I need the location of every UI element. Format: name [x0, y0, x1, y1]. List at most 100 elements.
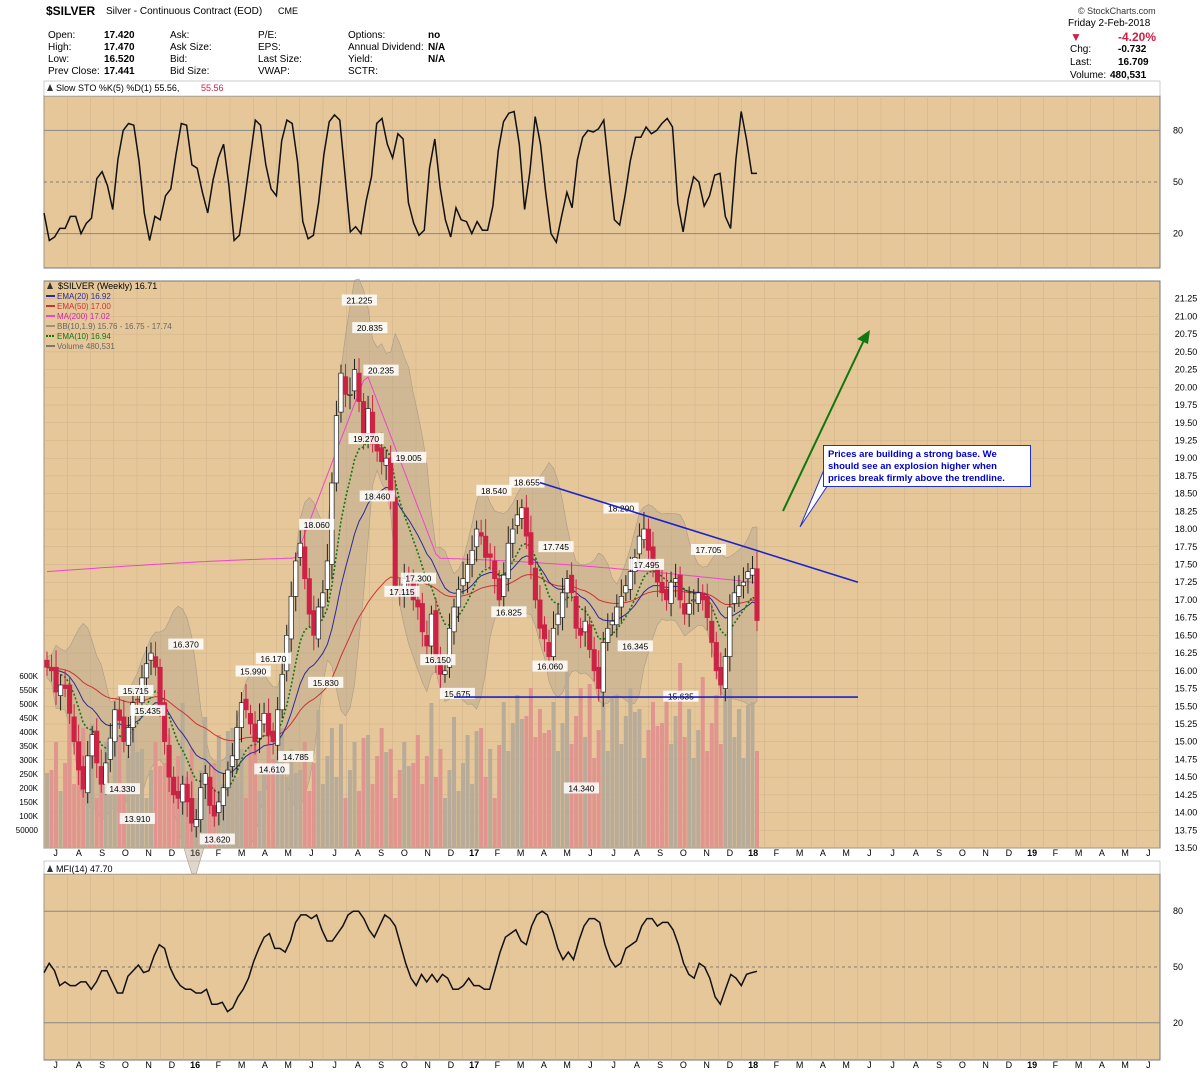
- x-tick-label: O: [401, 848, 408, 858]
- x-tick-label: 16: [190, 1060, 200, 1070]
- volume-bar: [379, 728, 384, 848]
- ema10-line: [46, 439, 758, 794]
- candle-body: [225, 769, 231, 789]
- volume-bar: [601, 702, 606, 848]
- volume-bar: [709, 723, 714, 848]
- x-tick-label: J: [332, 848, 337, 858]
- candle-body: [361, 401, 367, 438]
- volume-bar: [433, 777, 438, 848]
- price-label-bg: [384, 585, 420, 597]
- price-label: 15.830: [313, 678, 339, 688]
- candle-body: [754, 568, 760, 621]
- candle-body: [320, 592, 326, 608]
- candle-body: [550, 627, 557, 657]
- x-tick-label: M: [796, 1060, 804, 1070]
- y-tick-label: 16.25: [1175, 648, 1198, 658]
- candle-body: [351, 369, 358, 392]
- price-label: 15.715: [123, 686, 149, 696]
- price-label: 13.910: [124, 814, 150, 824]
- x-tick-label: J: [1146, 848, 1151, 858]
- x-tick-label: 16: [190, 848, 200, 858]
- candle-body: [67, 684, 73, 714]
- field-label: Annual Dividend:: [348, 42, 424, 53]
- price-label: 17.495: [633, 560, 659, 570]
- y-tick-label: 15.00: [1175, 737, 1198, 747]
- candle-body: [229, 755, 235, 767]
- x-tick-label: A: [76, 1060, 82, 1070]
- x-tick-label: A: [820, 848, 826, 858]
- volume-bar: [262, 763, 267, 848]
- price-label-bg: [509, 476, 545, 488]
- x-tick-label: 17: [469, 1060, 479, 1070]
- volume-bar: [660, 723, 665, 848]
- volume-bar: [673, 716, 678, 848]
- x-tick-label: 18: [748, 848, 758, 858]
- stochastic-title-value: 55.56: [201, 83, 224, 93]
- price-label: 16.370: [173, 640, 199, 650]
- candle-body: [749, 568, 756, 576]
- candle-body: [243, 698, 249, 711]
- x-tick-label: J: [53, 848, 58, 858]
- x-tick-label: N: [982, 1060, 989, 1070]
- x-tick-label: J: [890, 848, 895, 858]
- x-tick-label: M: [517, 848, 525, 858]
- x-tick-label: A: [355, 1060, 361, 1070]
- candle-body: [437, 663, 443, 675]
- x-tick-label: A: [541, 848, 547, 858]
- volume-bar: [483, 777, 488, 848]
- x-tick-label: J: [611, 1060, 616, 1070]
- candle-body: [338, 372, 344, 413]
- price-label-bg: [299, 518, 335, 530]
- field-label: VWAP:: [258, 66, 290, 77]
- volume-tick-label: 50000: [16, 826, 39, 835]
- x-tick-label: D: [448, 1060, 455, 1070]
- price-label: 16.060: [537, 662, 563, 672]
- price-label-bg: [278, 750, 314, 762]
- candle-body: [266, 712, 272, 735]
- volume-bar: [687, 709, 692, 848]
- x-tick-label: D: [169, 1060, 176, 1070]
- field-label: EPS:: [258, 42, 281, 53]
- candle-body: [85, 755, 91, 794]
- field-value: 16.520: [104, 54, 135, 65]
- price-label-bg: [308, 676, 344, 688]
- y-tick-label: 16.00: [1175, 666, 1198, 676]
- volume-label: Volume:: [1070, 70, 1107, 81]
- y-tick-label: 18.50: [1175, 489, 1198, 499]
- price-label-bg: [532, 660, 568, 672]
- candle-body: [134, 698, 140, 701]
- x-tick-label: O: [122, 848, 129, 858]
- x-tick-label: S: [99, 1060, 105, 1070]
- volume-bar: [393, 798, 398, 848]
- candle-body: [555, 613, 561, 626]
- volume-bar: [370, 784, 375, 848]
- price-label: 16.170: [260, 654, 286, 664]
- volume-bar: [492, 798, 497, 848]
- candle-body: [80, 766, 86, 790]
- x-tick-label: O: [959, 1060, 966, 1070]
- candle-body: [44, 659, 50, 668]
- volume-bar: [533, 737, 538, 848]
- volume-bar: [646, 730, 651, 848]
- candle-body: [460, 578, 466, 587]
- y-tick-label: 19.00: [1175, 453, 1198, 463]
- x-tick-label: F: [495, 848, 501, 858]
- x-tick-label: D: [448, 848, 455, 858]
- x-tick-label: F: [216, 1060, 222, 1070]
- volume-bar: [411, 763, 416, 848]
- price-label-bg: [119, 812, 155, 824]
- price-label-bg: [168, 638, 204, 650]
- volume-bar: [714, 695, 719, 848]
- volume-bar: [623, 716, 628, 848]
- price-label-bg: [617, 640, 653, 652]
- chg-value: -0.732: [1118, 44, 1147, 55]
- volume-bar: [727, 688, 732, 848]
- volume-tick-label: 200K: [19, 784, 38, 793]
- volume-bar: [149, 770, 154, 848]
- field-label: Prev Close:: [48, 66, 100, 77]
- candle-body: [311, 610, 317, 636]
- candle-body: [302, 546, 308, 580]
- volume-bar: [628, 688, 633, 848]
- volume-bar: [556, 751, 561, 848]
